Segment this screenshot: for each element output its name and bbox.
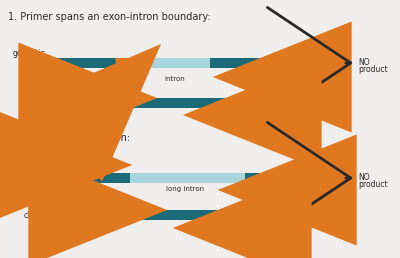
Bar — [130, 173, 245, 183]
Text: cDNA: cDNA — [24, 99, 45, 108]
Text: exon 1: exon 1 — [68, 223, 92, 229]
Text: product: product — [358, 65, 388, 74]
Text: exon 2: exon 2 — [288, 76, 312, 82]
Text: product: product — [358, 180, 388, 189]
Text: NO: NO — [358, 173, 370, 182]
Text: exon 2: exon 2 — [228, 223, 252, 229]
Text: intron: intron — [165, 76, 185, 82]
Text: exon 2: exon 2 — [288, 186, 312, 192]
Text: DNA: DNA — [28, 59, 45, 68]
Text: NO: NO — [358, 58, 370, 67]
Text: 1. Primer spans an exon-intron boundary:: 1. Primer spans an exon-intron boundary: — [8, 12, 211, 22]
Text: exon 1: exon 1 — [68, 186, 92, 192]
Text: cDNA: cDNA — [24, 211, 45, 220]
Bar — [55, 98, 285, 108]
Text: genomic: genomic — [12, 164, 45, 173]
Text: exon 1: exon 1 — [68, 76, 92, 82]
Text: DNA: DNA — [28, 173, 45, 182]
Text: 2. Primer flank an intron:: 2. Primer flank an intron: — [8, 133, 130, 143]
Bar — [55, 58, 335, 68]
Text: exon 1: exon 1 — [68, 111, 92, 117]
Text: genomic: genomic — [12, 49, 45, 58]
Text: long intron: long intron — [166, 186, 204, 192]
Bar — [55, 173, 335, 183]
Bar — [145, 58, 210, 68]
Bar — [55, 210, 290, 220]
Text: exon 2: exon 2 — [228, 111, 252, 117]
